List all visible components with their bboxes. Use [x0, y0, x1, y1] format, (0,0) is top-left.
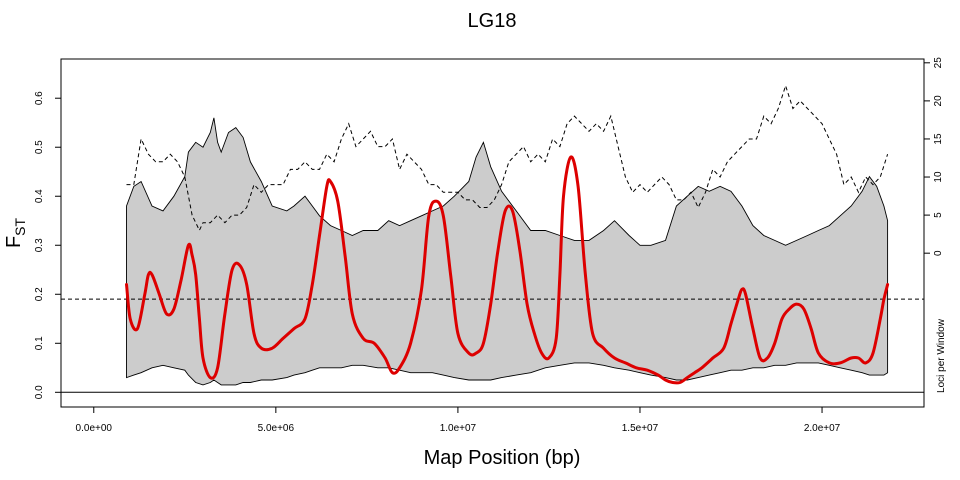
y-tick-label: 0.0 — [34, 385, 45, 399]
x-axis: 0.0e+00 5.0e+06 1.0e+07 1.5e+07 2.0e+07 — [76, 406, 841, 434]
confidence-band — [126, 117, 889, 386]
y2-tick-label: 5 — [933, 212, 944, 218]
y2-tick-label: 10 — [933, 171, 944, 183]
fst-line-layer — [125, 155, 890, 385]
y2-tick-label: 20 — [933, 95, 944, 107]
y-axis: 0.0 0.1 0.2 0.3 0.4 0.5 0.6 — [34, 91, 62, 399]
y-tick-label: 0.1 — [34, 336, 45, 350]
x-tick-label: 1.0e+07 — [440, 423, 477, 434]
y2-axis: 0 5 10 15 20 25 — [923, 57, 944, 256]
y-tick-label: 0.6 — [34, 91, 45, 105]
reference-lines-layer — [61, 298, 924, 393]
y-tick-label: 0.2 — [34, 287, 45, 301]
y2-tick-label: 0 — [933, 250, 944, 256]
loci-per-window-line — [126, 84, 889, 232]
y-axis-title-subscript: ST — [12, 217, 28, 235]
x-tick-label: 5.0e+06 — [258, 423, 295, 434]
fst-line — [125, 155, 890, 385]
x-tick-label: 2.0e+07 — [804, 423, 841, 434]
y-axis-title-group: FST — [3, 217, 28, 248]
y2-tick-label: 15 — [933, 133, 944, 145]
y-tick-label: 0.5 — [34, 140, 45, 154]
y-axis-title: FST — [3, 217, 28, 248]
y-axis-title-main: F — [3, 236, 25, 248]
x-tick-label: 0.0e+00 — [76, 423, 113, 434]
y2-axis-title-group: Loci per Window — [936, 318, 947, 393]
x-tick-label: 1.5e+07 — [622, 423, 659, 434]
x-axis-title: Map Position (bp) — [424, 447, 581, 469]
y2-axis-title: Loci per Window — [936, 318, 947, 393]
y-tick-label: 0.3 — [34, 238, 45, 252]
confidence-band-layer — [126, 117, 889, 386]
chart-title: LG18 — [468, 10, 517, 32]
y-tick-label: 0.4 — [34, 189, 45, 203]
y2-tick-label: 25 — [933, 57, 944, 69]
loci-line-layer — [126, 84, 889, 232]
